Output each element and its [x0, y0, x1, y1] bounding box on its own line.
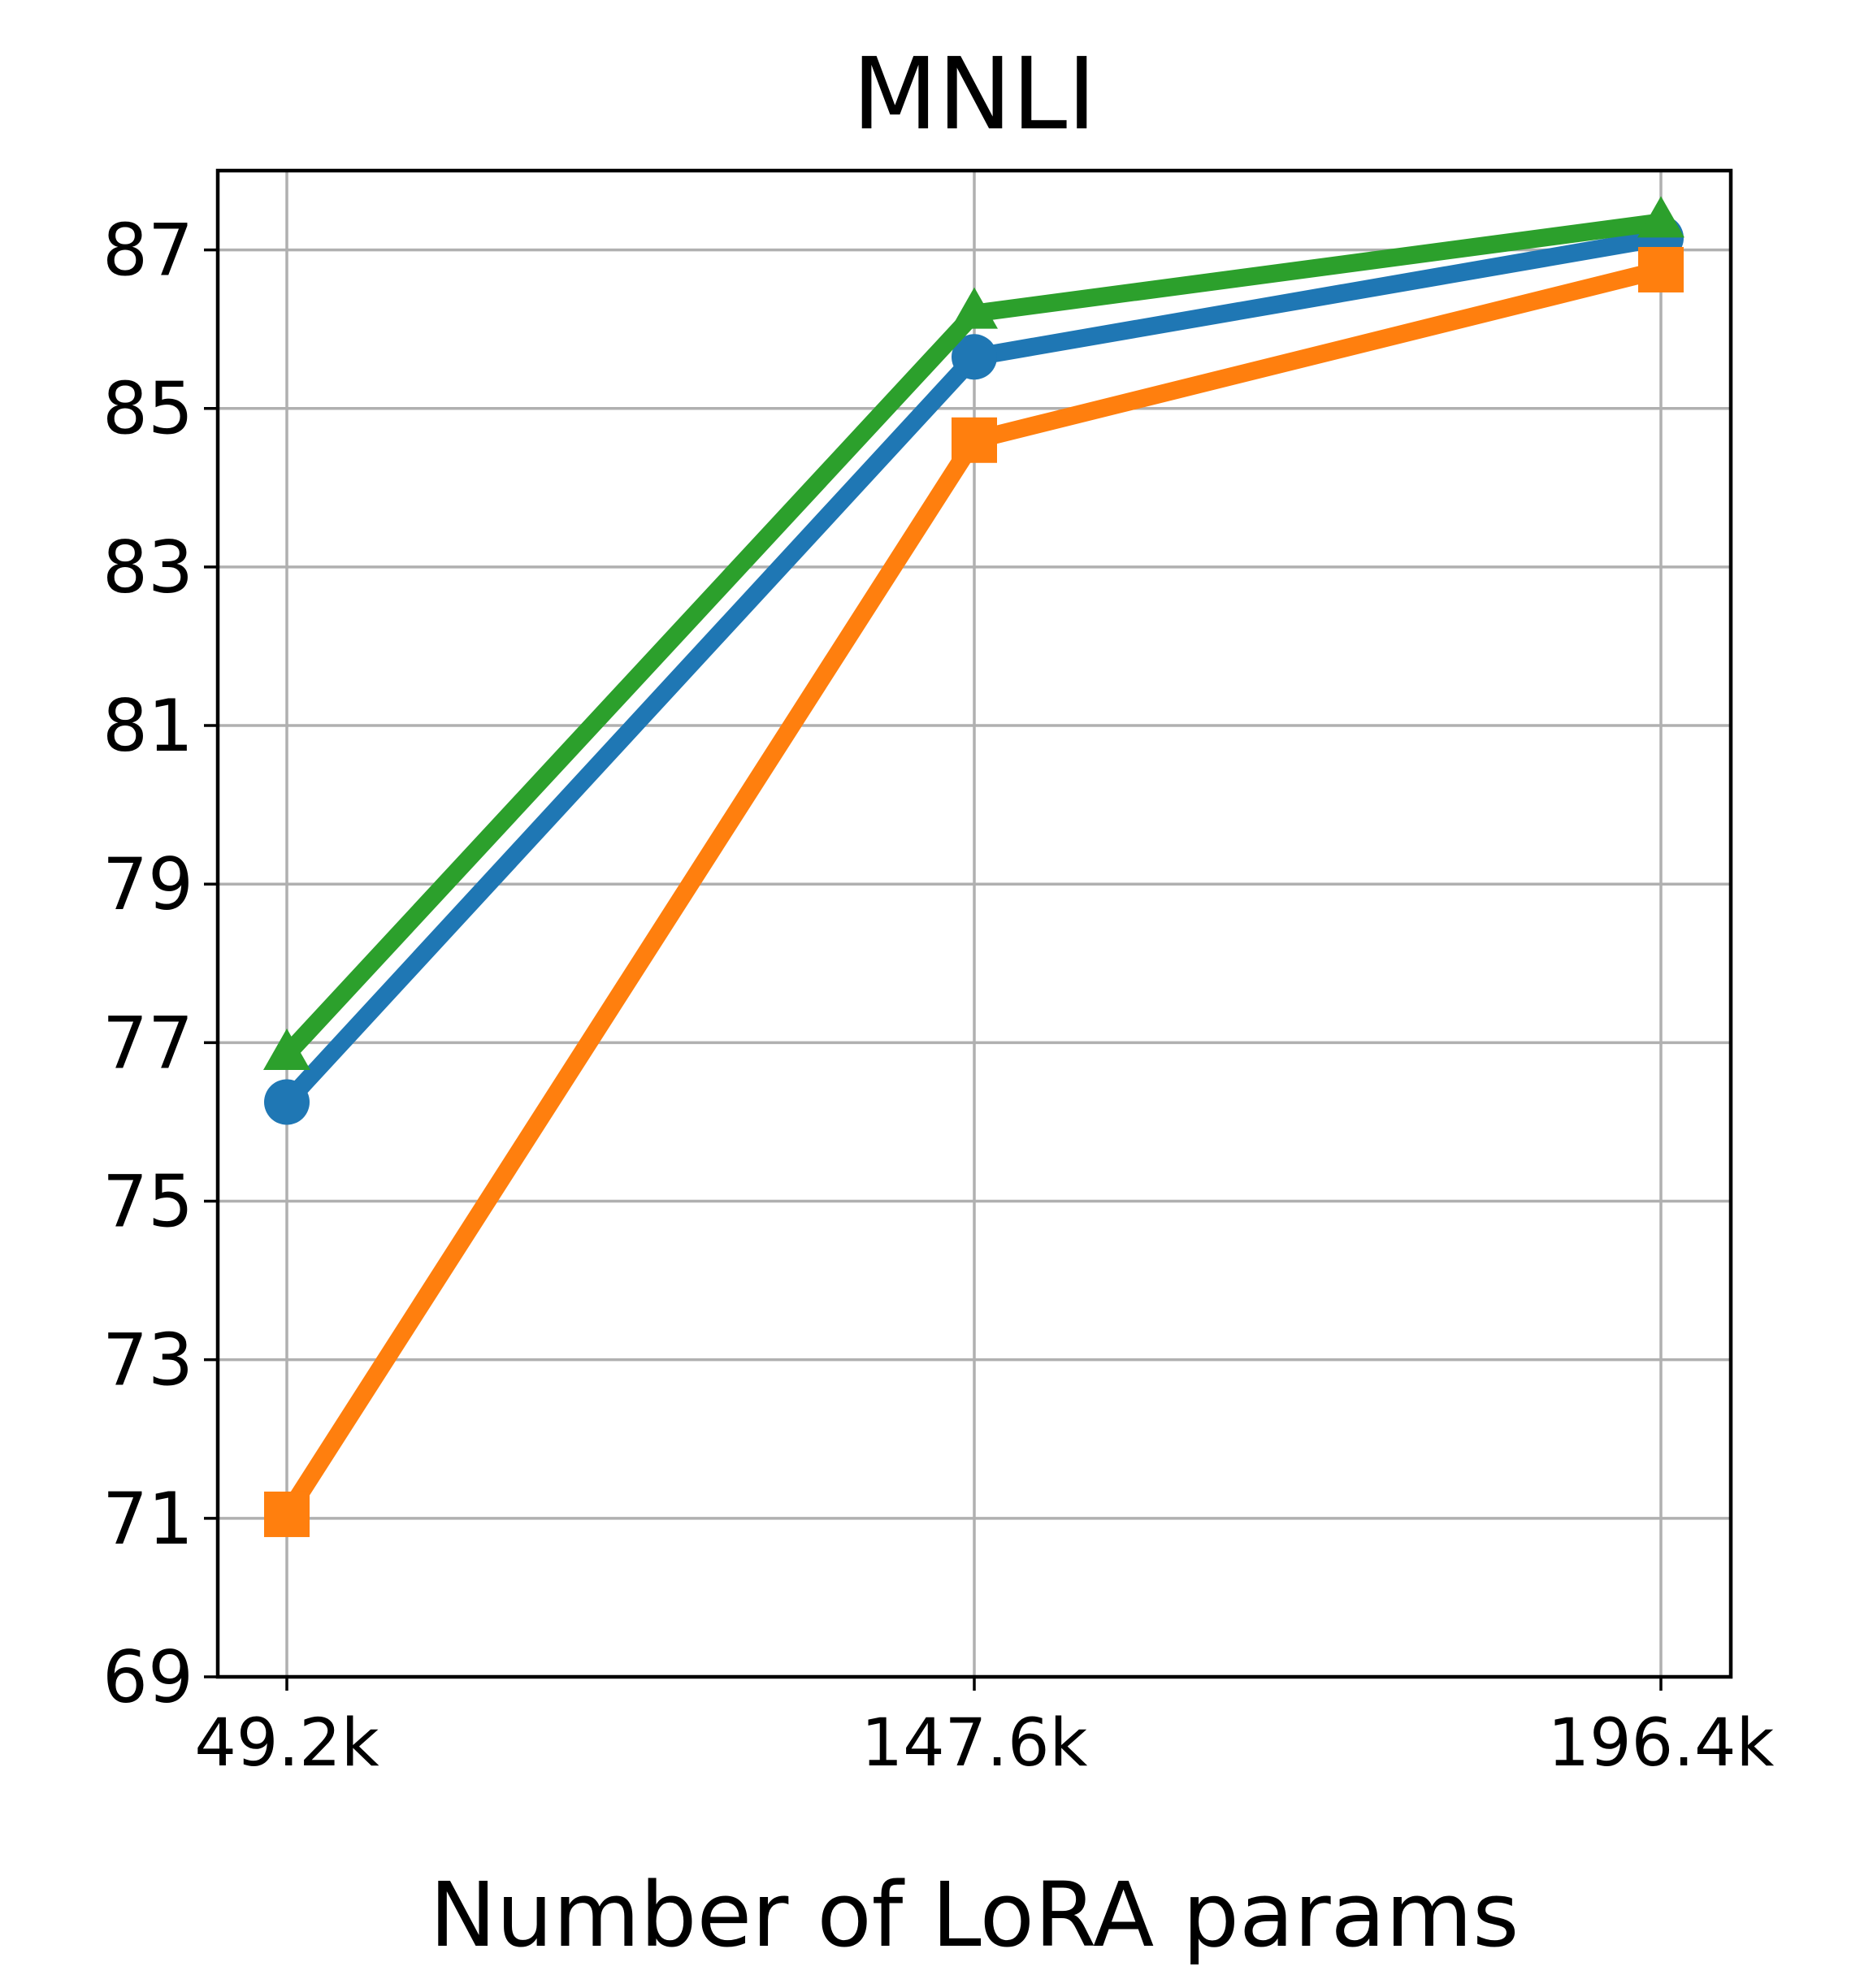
- series-layer: [263, 196, 1684, 1537]
- y-tick-label: 81: [102, 684, 193, 768]
- x-axis-label: Number of LoRA params: [429, 1863, 1519, 1967]
- y-tick-label: 75: [102, 1160, 193, 1244]
- orange-series-point: [952, 417, 997, 463]
- orange-series: [264, 246, 1684, 1537]
- orange-series-point: [1638, 246, 1684, 292]
- orange-series-point: [264, 1491, 310, 1537]
- y-tick-label: 69: [102, 1635, 193, 1719]
- green-series-point: [263, 1029, 310, 1071]
- green-series-point: [951, 287, 998, 329]
- x-tick-label: 196.4k: [1548, 1705, 1775, 1782]
- ticks: 69 71 73 75 77 79 81 83 85 87 49.2k 147.6k 196.4k: [102, 209, 1774, 1782]
- blue-series-point: [952, 334, 997, 380]
- green-series: [263, 196, 1684, 1071]
- chart-title: MNLI: [852, 37, 1096, 152]
- blue-series-point: [264, 1079, 310, 1125]
- x-tick-label: 147.6k: [861, 1705, 1088, 1782]
- y-tick-label: 71: [102, 1477, 193, 1561]
- y-tick-label: 85: [102, 367, 193, 451]
- green-series-point: [1637, 196, 1684, 238]
- y-tick-label: 73: [102, 1319, 193, 1402]
- y-tick-label: 79: [102, 842, 193, 926]
- y-tick-label: 87: [102, 209, 193, 292]
- x-tick-label: 49.2k: [194, 1705, 379, 1782]
- y-tick-label: 77: [102, 1001, 193, 1085]
- y-tick-label: 83: [102, 526, 193, 609]
